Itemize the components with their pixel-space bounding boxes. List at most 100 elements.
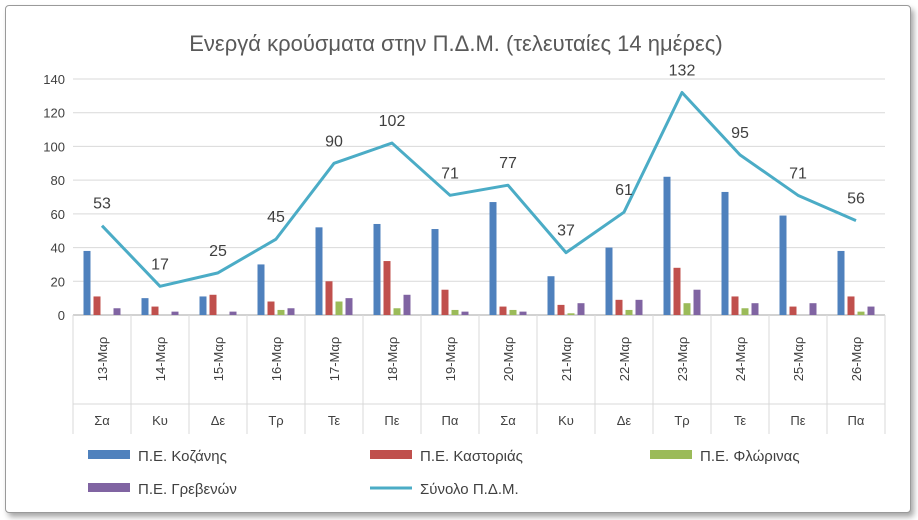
bar [635,299,643,315]
chart: Ενεργά κρούσματα στην Π.Δ.Μ. (τελευταίες… [43,31,886,498]
bar [751,303,759,315]
x-tick-label: 21-Μαρ [559,337,574,382]
bar [83,250,91,315]
data-label: 71 [789,165,807,182]
bar [499,306,507,315]
data-label: 45 [267,209,285,226]
bar [489,202,497,315]
bar [431,229,439,315]
data-label: 17 [151,256,169,273]
bar [731,296,739,315]
bar [151,306,159,315]
day-label: Πε [384,413,399,428]
x-tick-label: 16-Μαρ [269,337,284,382]
day-label: Πε [790,413,805,428]
day-label: Δε [617,413,632,428]
x-tick-label: 23-Μαρ [675,337,690,382]
grid [73,78,885,316]
x-tick-label: 15-Μαρ [211,337,226,382]
bar [383,261,391,315]
chart-frame: Ενεργά κρούσματα στην Π.Δ.Μ. (τελευταίες… [5,5,911,513]
bar [267,301,275,315]
legend-label: Π.Ε. Γρεβενών [138,481,237,498]
data-label: 37 [557,223,575,240]
x-tick-label: 19-Μαρ [443,337,458,382]
bar [867,306,875,315]
x-tick-label: 13-Μαρ [95,337,110,382]
bar [93,296,101,315]
x-tick-label: 22-Μαρ [617,337,632,382]
bar [809,303,817,315]
bar [257,264,265,315]
total-line-layer: 53 17 25 45 90 102 71 77 37 61 132 95 71 56 [93,62,865,288]
y-axis: 0 20 40 60 80 100 120 140 [43,72,65,323]
y-tick-label: 40 [51,241,65,256]
bar [199,296,207,315]
bar [373,223,381,315]
bar [403,294,411,315]
bar [335,301,343,315]
data-label: 25 [209,243,227,260]
day-label: Τε [734,413,747,428]
day-label: Κυ [152,413,168,428]
bar [315,227,323,315]
legend-label: Σύνολο Π.Δ.Μ. [420,481,519,498]
day-label: Σα [94,413,110,428]
bar [277,309,285,315]
bar [789,306,797,315]
x-tick-label: 24-Μαρ [733,337,748,382]
chart-title: Ενεργά κρούσματα στην Π.Δ.Μ. (τελευταίες… [189,31,723,56]
bar [741,308,749,315]
data-label: 61 [615,182,633,199]
day-label: Τρ [268,413,283,428]
day-label: Τε [328,413,341,428]
bar [857,311,865,315]
bar [779,215,787,315]
x-tick-label: 17-Μαρ [327,337,342,382]
x-tick-label: 14-Μαρ [153,337,168,382]
y-tick-label: 140 [43,72,65,87]
data-label: 102 [379,113,406,130]
bar [721,191,729,315]
bar [673,267,681,315]
bar [625,309,633,315]
data-label: 95 [731,125,749,142]
bar [229,311,237,315]
bar [509,309,517,315]
bars [83,176,875,315]
legend-swatch [88,483,130,492]
legend-swatch [370,450,412,459]
data-label: 71 [441,165,459,182]
bar [693,289,701,315]
x-tick-label: 25-Μαρ [791,337,806,382]
bar [451,309,459,315]
bar [837,250,845,315]
data-label: 77 [499,155,517,172]
day-label: Πα [442,413,459,428]
y-tick-label: 0 [58,308,65,323]
bar [519,311,527,315]
bar [393,308,401,315]
bar [847,296,855,315]
day-label: Σα [500,413,516,428]
bar [461,311,469,315]
bar [615,299,623,315]
bar [209,294,217,315]
y-tick-label: 60 [51,207,65,222]
bar [171,311,179,315]
x-axis: 13-Μαρ Σα 14-Μαρ Κυ 15-Μαρ Δε 16-Μαρ Τρ 17-Μαρ Τε… [72,315,886,434]
bar [605,247,613,315]
bar [567,313,575,315]
y-tick-label: 20 [51,274,65,289]
data-label: 56 [847,191,865,208]
x-tick-label: 26-Μαρ [849,337,864,382]
data-label: 132 [669,62,696,79]
bar [683,303,691,315]
bar [557,304,565,315]
legend-label: Π.Ε. Φλώρινας [700,448,800,465]
bar [441,289,449,315]
bar [547,276,555,315]
y-tick-label: 100 [43,139,65,154]
day-label: Τρ [674,413,689,428]
bar [113,308,121,315]
